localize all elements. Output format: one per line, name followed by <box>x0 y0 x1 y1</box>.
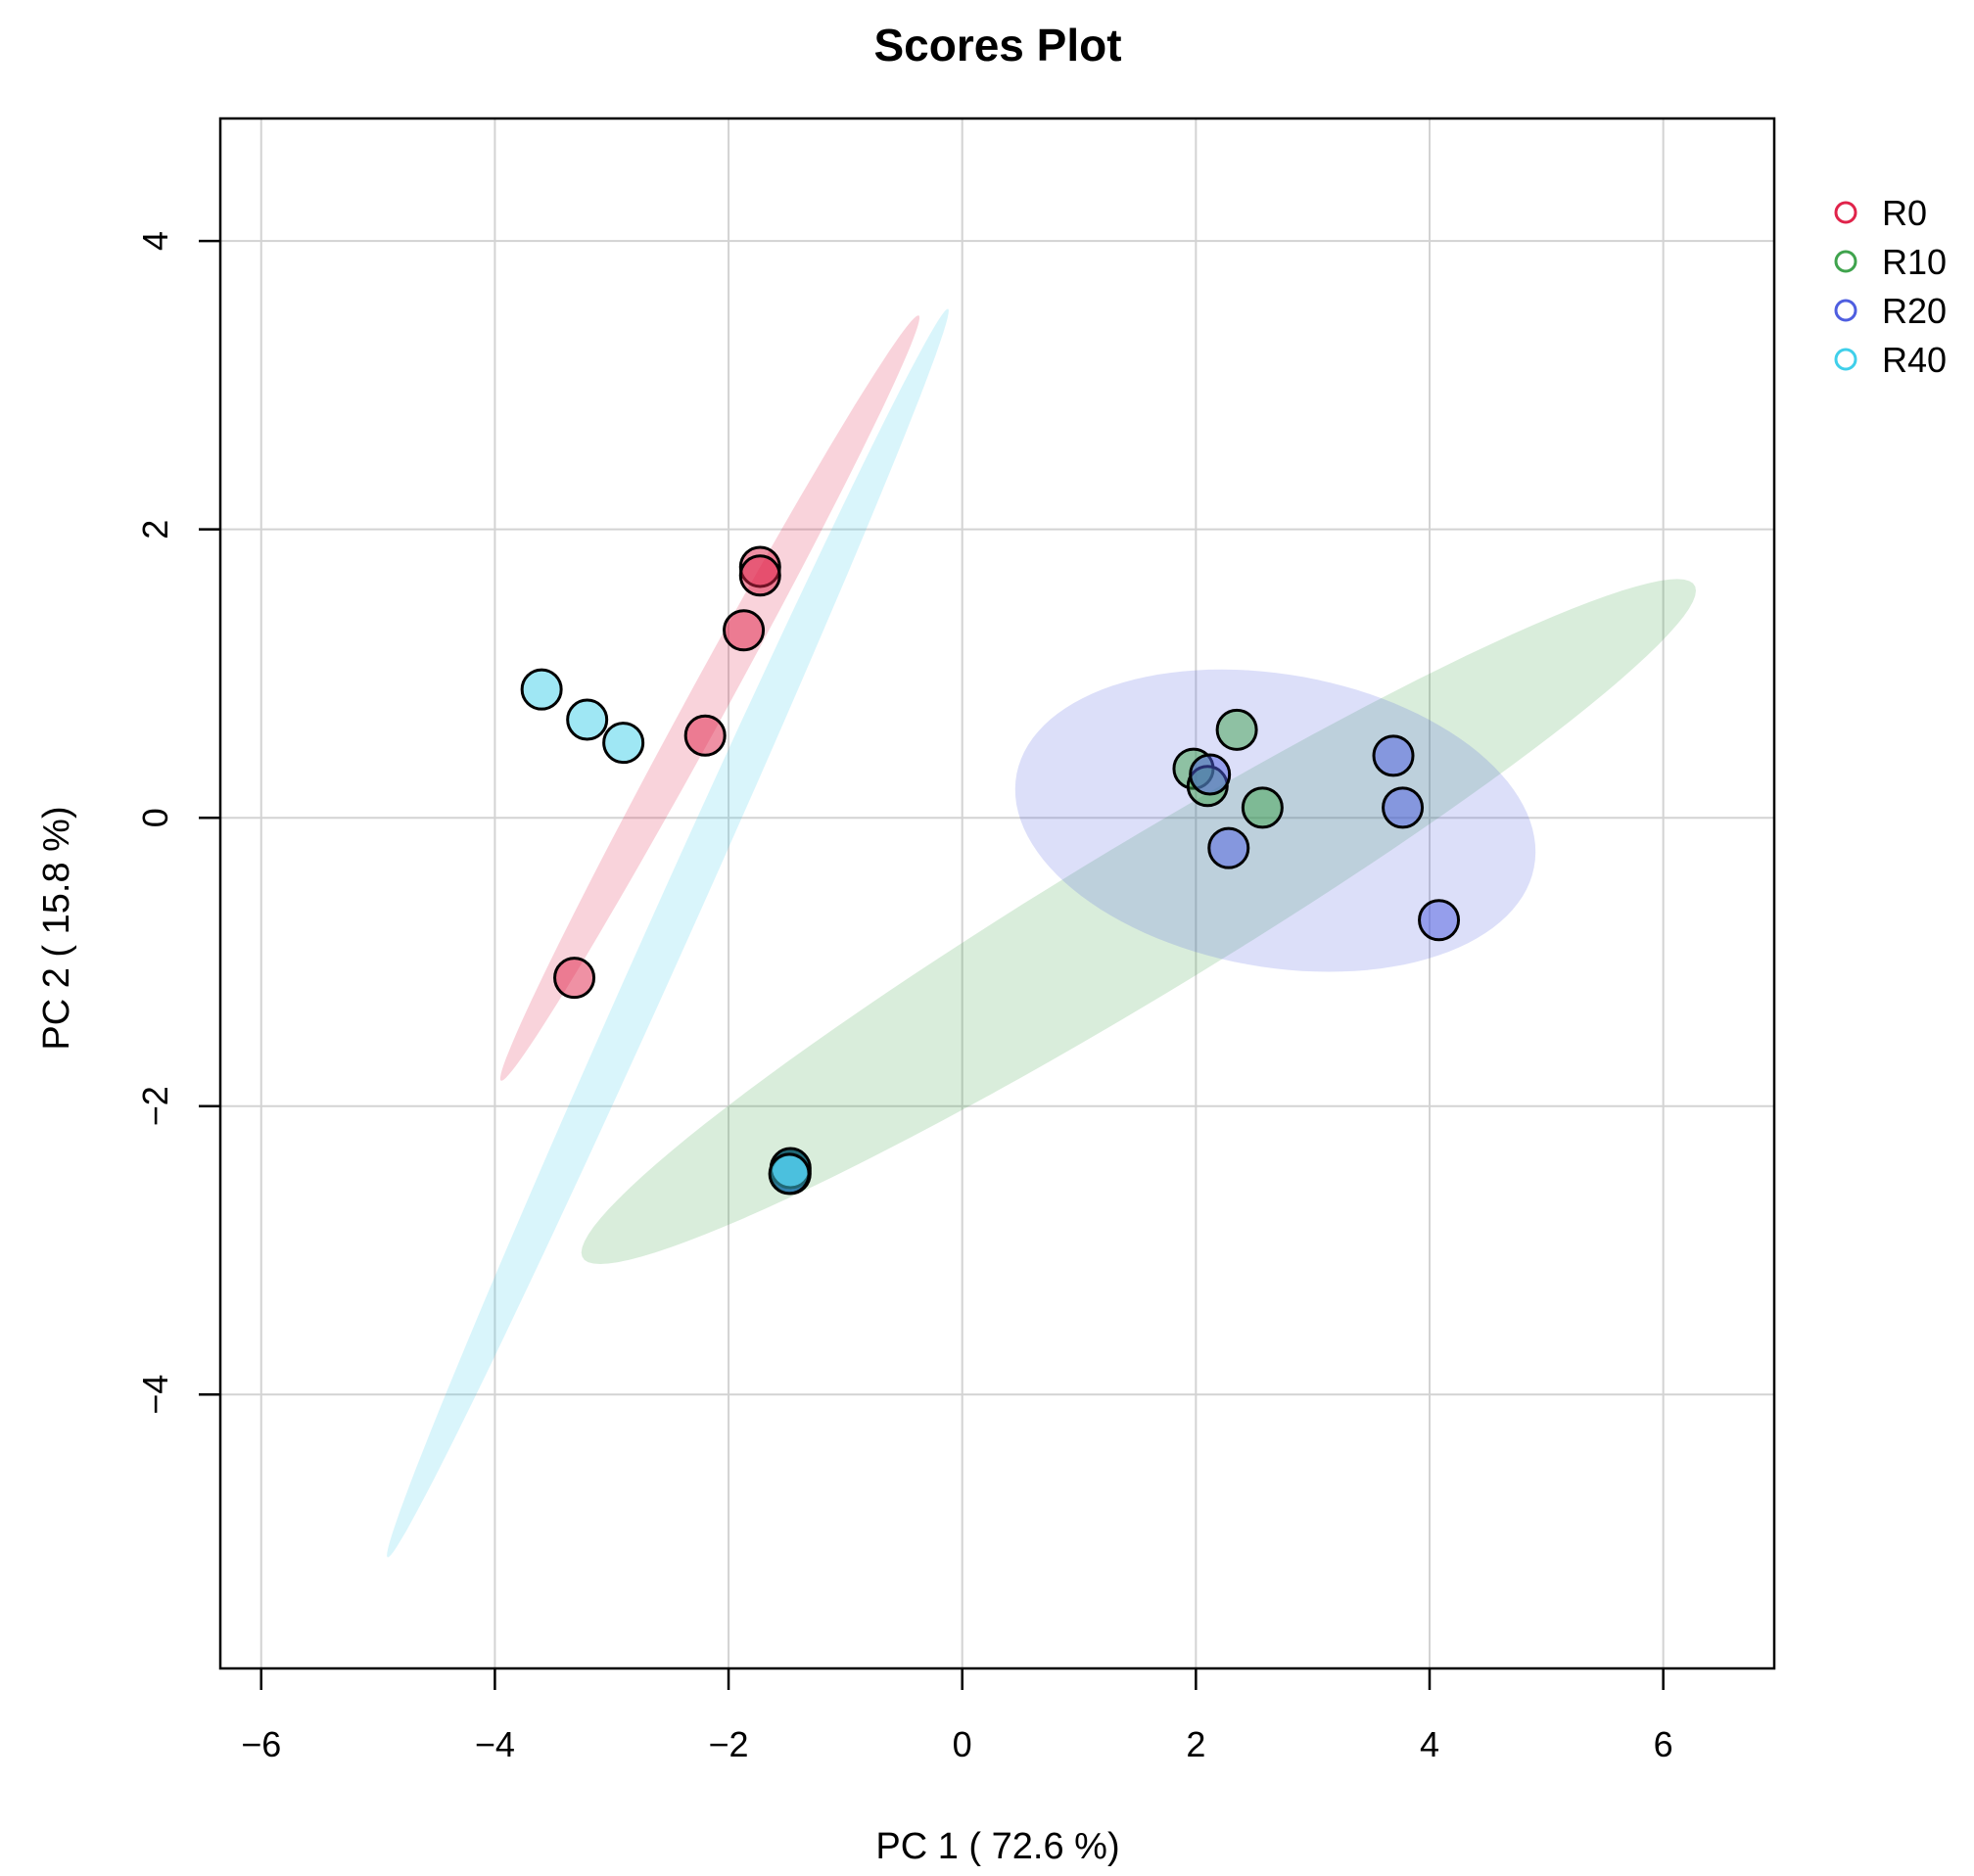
legend-label: R0 <box>1882 193 1927 233</box>
score-points <box>520 545 1461 1196</box>
point-r0 <box>683 714 727 757</box>
point-r20 <box>1372 734 1415 777</box>
y-tick-label: 2 <box>135 520 175 539</box>
x-tick-label: −2 <box>709 1724 749 1764</box>
legend: R0 R10 R20 R40 <box>1834 193 1947 380</box>
x-tick-label: −4 <box>475 1724 515 1764</box>
x-axis-label: PC 1 ( 72.6 %) <box>875 1826 1119 1867</box>
legend-label: R40 <box>1882 340 1947 380</box>
point-r10 <box>1241 786 1284 829</box>
y-tick-label: −2 <box>135 1086 175 1126</box>
ellipse-r0 <box>499 315 919 1081</box>
confidence-ellipses <box>387 308 1697 1558</box>
point-r20 <box>1189 753 1232 796</box>
x-tick-label: 6 <box>1654 1724 1673 1764</box>
y-tick-label: 0 <box>135 808 175 827</box>
y-tick-label: 4 <box>135 231 175 251</box>
chart-title: Scores Plot <box>873 20 1121 70</box>
legend-marker-r20 <box>1834 299 1857 322</box>
y-axis: −4 −2 0 2 4 <box>135 231 220 1415</box>
plot-frame <box>218 117 1776 1670</box>
x-tick-label: 0 <box>953 1724 972 1764</box>
legend-marker-r10 <box>1834 250 1857 273</box>
point-r0 <box>738 554 781 597</box>
point-r20 <box>1207 826 1250 869</box>
point-r40 <box>520 668 563 711</box>
point-r20 <box>1418 899 1461 942</box>
point-r10 <box>1215 708 1258 751</box>
y-tick-label: −4 <box>135 1375 175 1415</box>
point-r40 <box>602 722 645 765</box>
grid-lines <box>220 118 1774 1668</box>
x-tick-label: −6 <box>241 1724 281 1764</box>
x-axis: −6 −4 −2 0 2 4 6 <box>241 1668 1673 1764</box>
x-tick-label: 4 <box>1420 1724 1439 1764</box>
ellipse-r40 <box>387 308 949 1558</box>
x-tick-label: 2 <box>1186 1724 1205 1764</box>
y-axis-label: PC 2 ( 15.8 %) <box>36 806 77 1050</box>
point-r40 <box>566 698 609 741</box>
point-r40 <box>768 1152 811 1196</box>
point-r0 <box>553 957 596 1000</box>
ellipse-r10 <box>581 579 1697 1264</box>
point-r20 <box>1382 786 1425 829</box>
point-r0 <box>723 609 766 652</box>
legend-marker-r0 <box>1834 201 1857 224</box>
legend-marker-r40 <box>1834 348 1857 371</box>
legend-label: R20 <box>1882 291 1947 331</box>
legend-label: R10 <box>1882 242 1947 282</box>
